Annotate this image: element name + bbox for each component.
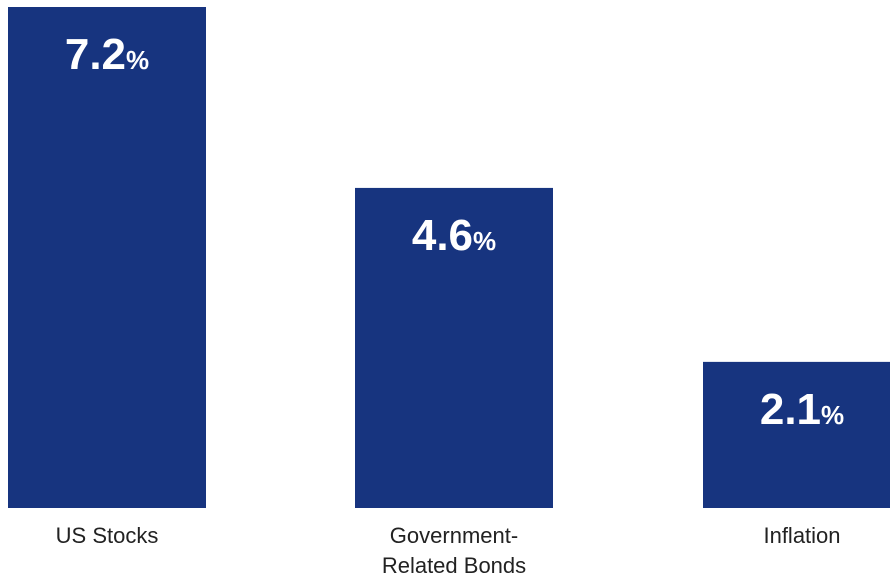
category-label-line: Inflation xyxy=(763,523,840,548)
category-label-3: Inflation xyxy=(763,523,840,548)
category-labels-group: US Stocks Government- Related Bonds Inflati… xyxy=(56,523,841,578)
bar-value-label-2: 4.6% xyxy=(412,211,496,260)
category-label-line: Related Bonds xyxy=(382,553,526,578)
category-label-1: US Stocks xyxy=(56,523,159,548)
category-label-2: Government- Related Bonds xyxy=(382,523,526,578)
category-label-line: US Stocks xyxy=(56,523,159,548)
bar-3 xyxy=(703,361,890,508)
value-labels-group: 7.2%4.6%2.1% xyxy=(65,30,844,434)
bar-value-number: 4.6 xyxy=(412,211,473,260)
bar-value-unit: % xyxy=(821,400,844,430)
bar-value-number: 7.2 xyxy=(65,30,126,79)
bar-value-label-3: 2.1% xyxy=(760,385,844,434)
bar-value-unit: % xyxy=(126,45,149,75)
bars-group xyxy=(8,7,890,508)
bar-value-label-1: 7.2% xyxy=(65,30,149,79)
bar-value-number: 2.1 xyxy=(760,385,821,434)
bar-value-unit: % xyxy=(473,226,496,256)
category-label-line: Government- xyxy=(390,523,518,548)
bar-1 xyxy=(8,7,206,508)
bar-2 xyxy=(355,187,553,508)
